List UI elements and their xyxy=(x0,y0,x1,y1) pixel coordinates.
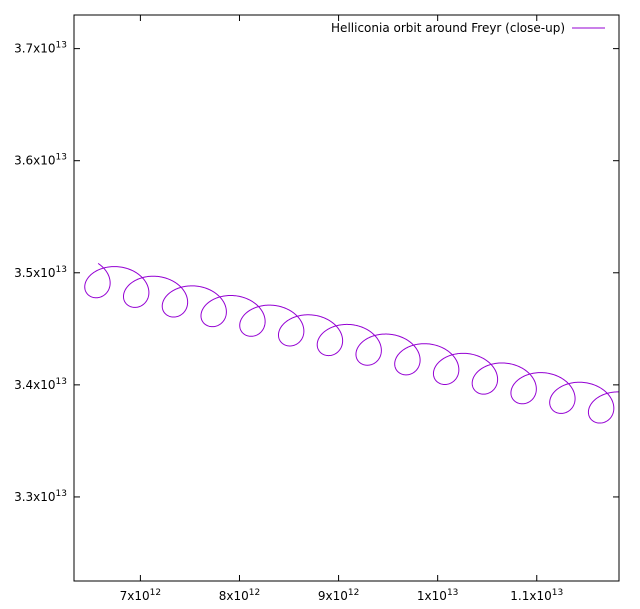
x-tick-label: 1.1x1013 xyxy=(510,588,563,603)
y-tick-label: 3.7x1013 xyxy=(14,41,67,56)
legend: Helliconia orbit around Freyr (close-up) xyxy=(331,21,605,35)
curve-layer xyxy=(84,263,619,424)
y-tick-label: 3.6x1013 xyxy=(14,153,67,168)
y-tick-label: 3.5x1013 xyxy=(14,265,67,280)
y-tick-label: 3.4x1013 xyxy=(14,377,67,392)
series-line-0 xyxy=(84,263,619,424)
x-tick-label: 7x1012 xyxy=(120,588,161,603)
x-tick-label: 8x1012 xyxy=(219,588,260,603)
x-tick-label: 9x1012 xyxy=(318,588,359,603)
x-tick-label: 1x1013 xyxy=(417,588,458,603)
plot-frame xyxy=(73,14,620,582)
y-tick-label: 3.3x1013 xyxy=(14,489,67,504)
ticks-layer: 7x1012 8x1012 9x1012 1x1013 1.1x1013 3.3x1013… xyxy=(14,15,619,603)
legend-label: Helliconia orbit around Freyr (close-up) xyxy=(331,21,565,35)
